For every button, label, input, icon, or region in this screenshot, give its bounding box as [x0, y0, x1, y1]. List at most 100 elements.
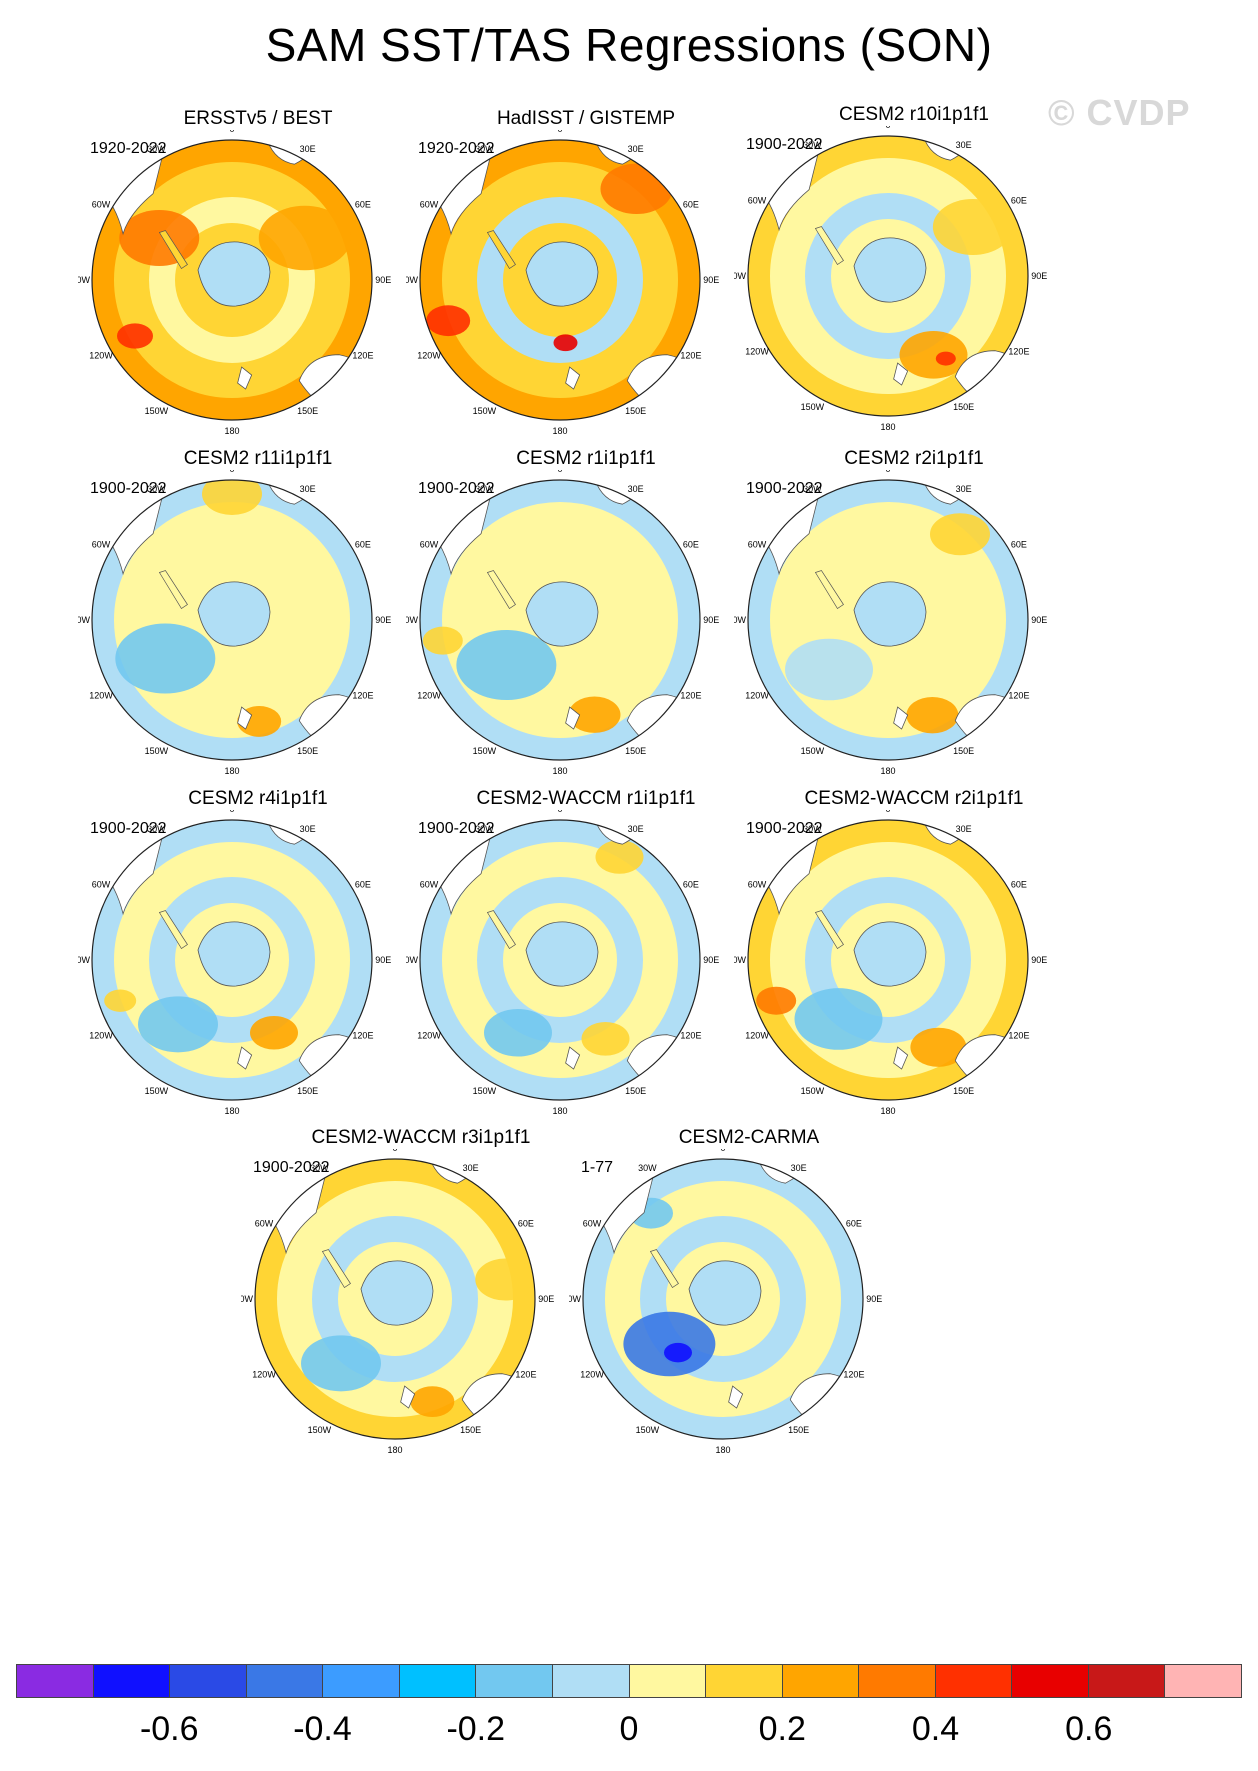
longitude-label: 120E: [1008, 347, 1029, 357]
panel-title: CESM2 r2i1p1f1: [844, 448, 984, 469]
longitude-label: 0: [720, 1149, 725, 1153]
map-field: [92, 140, 372, 420]
longitude-label: 60W: [255, 1218, 274, 1228]
longitude-label: 180: [224, 1106, 239, 1116]
longitude-label: 30E: [463, 1163, 479, 1173]
longitude-label: 60E: [1011, 195, 1027, 205]
antarctic-peninsula: [486, 230, 516, 269]
longitude-label: 150W: [145, 746, 169, 756]
southern-ocean-ring: [640, 1216, 806, 1382]
longitude-label: 180: [224, 766, 239, 776]
anomaly-blob: [475, 1258, 535, 1301]
longitude-label: 120W: [417, 691, 441, 701]
colorbar-box: [1165, 1665, 1241, 1697]
map-border: [747, 135, 1029, 417]
longitude-label: 30W: [803, 140, 822, 150]
longitude-label: 90E: [1031, 271, 1047, 281]
anomaly-blob: [301, 1335, 382, 1392]
colorbar-tick-label: -0.4: [293, 1710, 352, 1748]
panel-period: 1900-2022: [90, 480, 167, 497]
longitude-label: 150W: [473, 1086, 497, 1096]
longitude-label: 90E: [1031, 955, 1047, 965]
longitude-label: 150W: [801, 746, 825, 756]
longitude-label: 30W: [310, 1163, 329, 1173]
panel-period: 1900-2022: [746, 820, 823, 837]
longitude-label: 30E: [956, 484, 972, 494]
antarctica: [853, 921, 927, 987]
longitude-label: 60E: [518, 1218, 534, 1228]
anomaly-blob: [484, 1008, 552, 1057]
map-panel: CESM2-WACCM r2i1p1f1 1900-2022 0 30E 60E 90E 1…: [734, 788, 1094, 1178]
longitude-label: 30E: [628, 484, 644, 494]
map-field: [92, 820, 372, 1100]
southern-ocean-ring: [805, 877, 971, 1043]
longitude-label: 150E: [625, 1086, 646, 1096]
longitude-label: 60W: [748, 539, 767, 549]
longitude-label: 60E: [846, 1218, 862, 1228]
longitude-label: 150E: [953, 402, 974, 412]
antarctica: [197, 581, 271, 647]
longitude-label: 30W: [147, 144, 166, 154]
longitude-label: 30E: [300, 144, 316, 154]
southern-ocean-ring: [149, 197, 315, 363]
polar-map: 0 30E 60E 90E 120E 150E 180 150W 120W 90W 60W 30W: [241, 1149, 554, 1455]
longitude-label: 120E: [352, 691, 373, 701]
colorbar-tick-label: -0.6: [139, 1710, 199, 1748]
longitude-label: 180: [880, 422, 895, 432]
map-border: [419, 139, 701, 421]
longitude-label: 0: [392, 1149, 397, 1153]
colorbar-box: [399, 1665, 477, 1697]
panel-period: 1900-2022: [418, 820, 495, 837]
longitude-label: 30E: [956, 824, 972, 834]
longitude-label: 30E: [300, 484, 316, 494]
antarctic-peninsula: [158, 910, 188, 949]
anomaly-blob: [785, 638, 874, 701]
longitude-label: 120W: [745, 691, 769, 701]
new-zealand: [237, 1046, 253, 1070]
longitude-label: 180: [224, 426, 239, 436]
longitude-label: 0: [885, 810, 890, 814]
longitude-label: 0: [557, 470, 562, 474]
new-zealand: [565, 706, 581, 730]
longitude-label: 150E: [460, 1425, 481, 1435]
anomaly-blob: [568, 696, 621, 733]
antarctic-peninsula: [814, 570, 844, 609]
longitude-label: 30E: [956, 140, 972, 150]
panel-period: 1900-2022: [746, 480, 823, 497]
longitude-label: 60W: [92, 879, 111, 889]
antarctic-peninsula: [486, 570, 516, 609]
polar-map: 0 30E 60E 90E 120E 150E 180 150W 120W 90W 60W 30W: [734, 126, 1047, 432]
cvdp-watermark: © CVDP: [1048, 92, 1191, 133]
colorbar-box: [1088, 1665, 1166, 1697]
polar-map: 0 30E 60E 90E 120E 150E 180 150W 120W 90W 60W 30W: [406, 130, 719, 436]
longitude-label: 120E: [843, 1370, 864, 1380]
longitude-label: 30W: [803, 824, 822, 834]
longitude-label: 0: [229, 130, 234, 134]
longitude-label: 90E: [1031, 615, 1047, 625]
longitude-label: 150W: [145, 406, 169, 416]
map-panel: CESM2 r4i1p1f1 1900-2022 0 30E 60E 90E 120E 150…: [78, 788, 438, 1178]
antarctica: [197, 241, 271, 307]
longitude-label: 60E: [1011, 879, 1027, 889]
southern-ocean-ring: [805, 193, 971, 359]
panel-period: 1900-2022: [418, 480, 495, 497]
longitude-label: 60W: [420, 199, 439, 209]
longitude-label: 120W: [89, 351, 113, 361]
new-zealand: [893, 706, 909, 730]
colorbar-box: [629, 1665, 707, 1697]
longitude-label: 120W: [745, 1031, 769, 1041]
map-border: [91, 139, 373, 421]
anomaly-blob: [422, 626, 463, 655]
map-panel: ERSSTv5 / BEST 1920-2022 0 30E 60E 90E 120E 150…: [78, 108, 438, 498]
longitude-label: 120E: [680, 351, 701, 361]
polar-map: 0 30E 60E 90E 120E 150E 180 150W 120W 90W 60W 30W: [406, 470, 719, 776]
anomaly-blob: [910, 1027, 967, 1067]
longitude-label: 180: [715, 1445, 730, 1455]
map-field: [420, 480, 700, 760]
panel-title: CESM2 r1i1p1f1: [516, 448, 656, 469]
polar-map: 0 30E 60E 90E 120E 150E 180 150W 120W 90W 60W 30W: [734, 470, 1047, 776]
colorbar-box: [552, 1665, 630, 1697]
longitude-label: 90W: [734, 271, 747, 281]
longitude-label: 120W: [252, 1370, 276, 1380]
colorbar-tick-label: 0: [619, 1710, 639, 1748]
